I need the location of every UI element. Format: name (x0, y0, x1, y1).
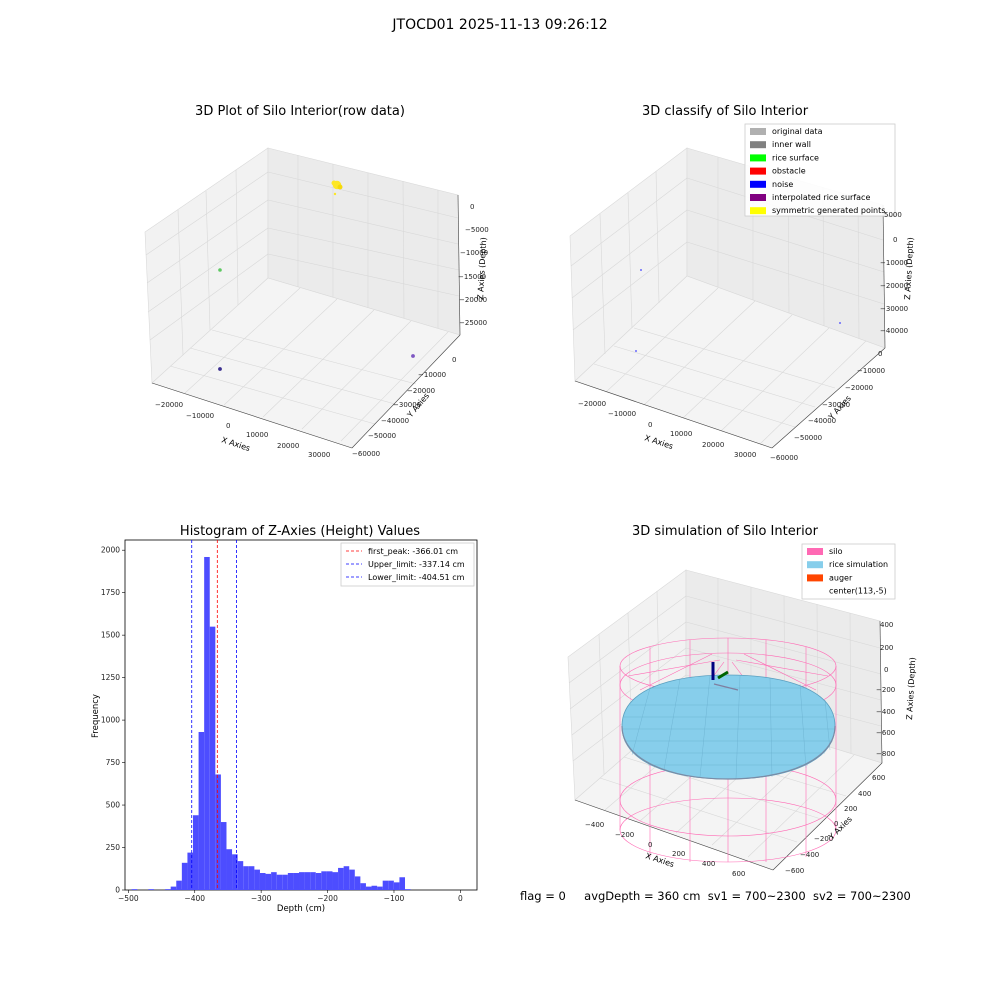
y-tick-label: −60000 (352, 450, 380, 458)
panel-title-simulation: 3D simulation of Silo Interior (632, 524, 818, 539)
data-point (337, 184, 343, 190)
x-tick-label: 30000 (308, 451, 330, 459)
z-axis-label: Z Axies (Depth) (476, 237, 488, 300)
status-avg-depth: avgDepth = 360 cm (584, 889, 701, 903)
x-tick-label: 0 (226, 422, 230, 430)
z-tick-label: −15000 (458, 273, 486, 281)
z-tick-label: −20000 (459, 296, 487, 304)
x-tick-label: 10000 (246, 431, 268, 439)
status-sv1: sv1 = 700~2300 (707, 889, 806, 903)
status-line: flag = 0 avgDepth = 360 cm sv1 = 700~230… (520, 889, 911, 903)
panel-title-raw: 3D Plot of Silo Interior(row data) (195, 104, 405, 119)
panel-title-classify: 3D classify of Silo Interior (641, 104, 809, 119)
z-tick-label: −5000 (465, 226, 489, 234)
figure-title: JTOCD01 2025-11-13 09:26:12 (392, 17, 608, 33)
y-tick-label: −40000 (381, 417, 409, 425)
status-flag: flag = 0 (520, 889, 566, 903)
z-tick-label: −10000 (460, 249, 488, 257)
z-tick-label: 0 (470, 203, 474, 211)
data-point (411, 354, 415, 358)
panel-title-histogram: Histogram of Z-Axies (Height) Values (179, 524, 421, 539)
x-tick-label: 20000 (277, 442, 299, 450)
y-tick-label: −50000 (368, 432, 396, 440)
data-point (218, 268, 222, 272)
data-point (331, 180, 337, 186)
y-tick-label: −30000 (393, 401, 421, 409)
data-point (218, 367, 222, 371)
x-tick-label: −20000 (155, 401, 183, 409)
y-tick-label: −10000 (418, 371, 446, 379)
status-sv2: sv2 = 700~2300 (812, 889, 911, 903)
z-tick-label: −25000 (459, 319, 487, 327)
x-tick-label: −10000 (186, 412, 214, 420)
y-tick-label: −20000 (407, 387, 435, 395)
y-tick-label: 0 (452, 356, 456, 364)
data-point (333, 192, 337, 196)
